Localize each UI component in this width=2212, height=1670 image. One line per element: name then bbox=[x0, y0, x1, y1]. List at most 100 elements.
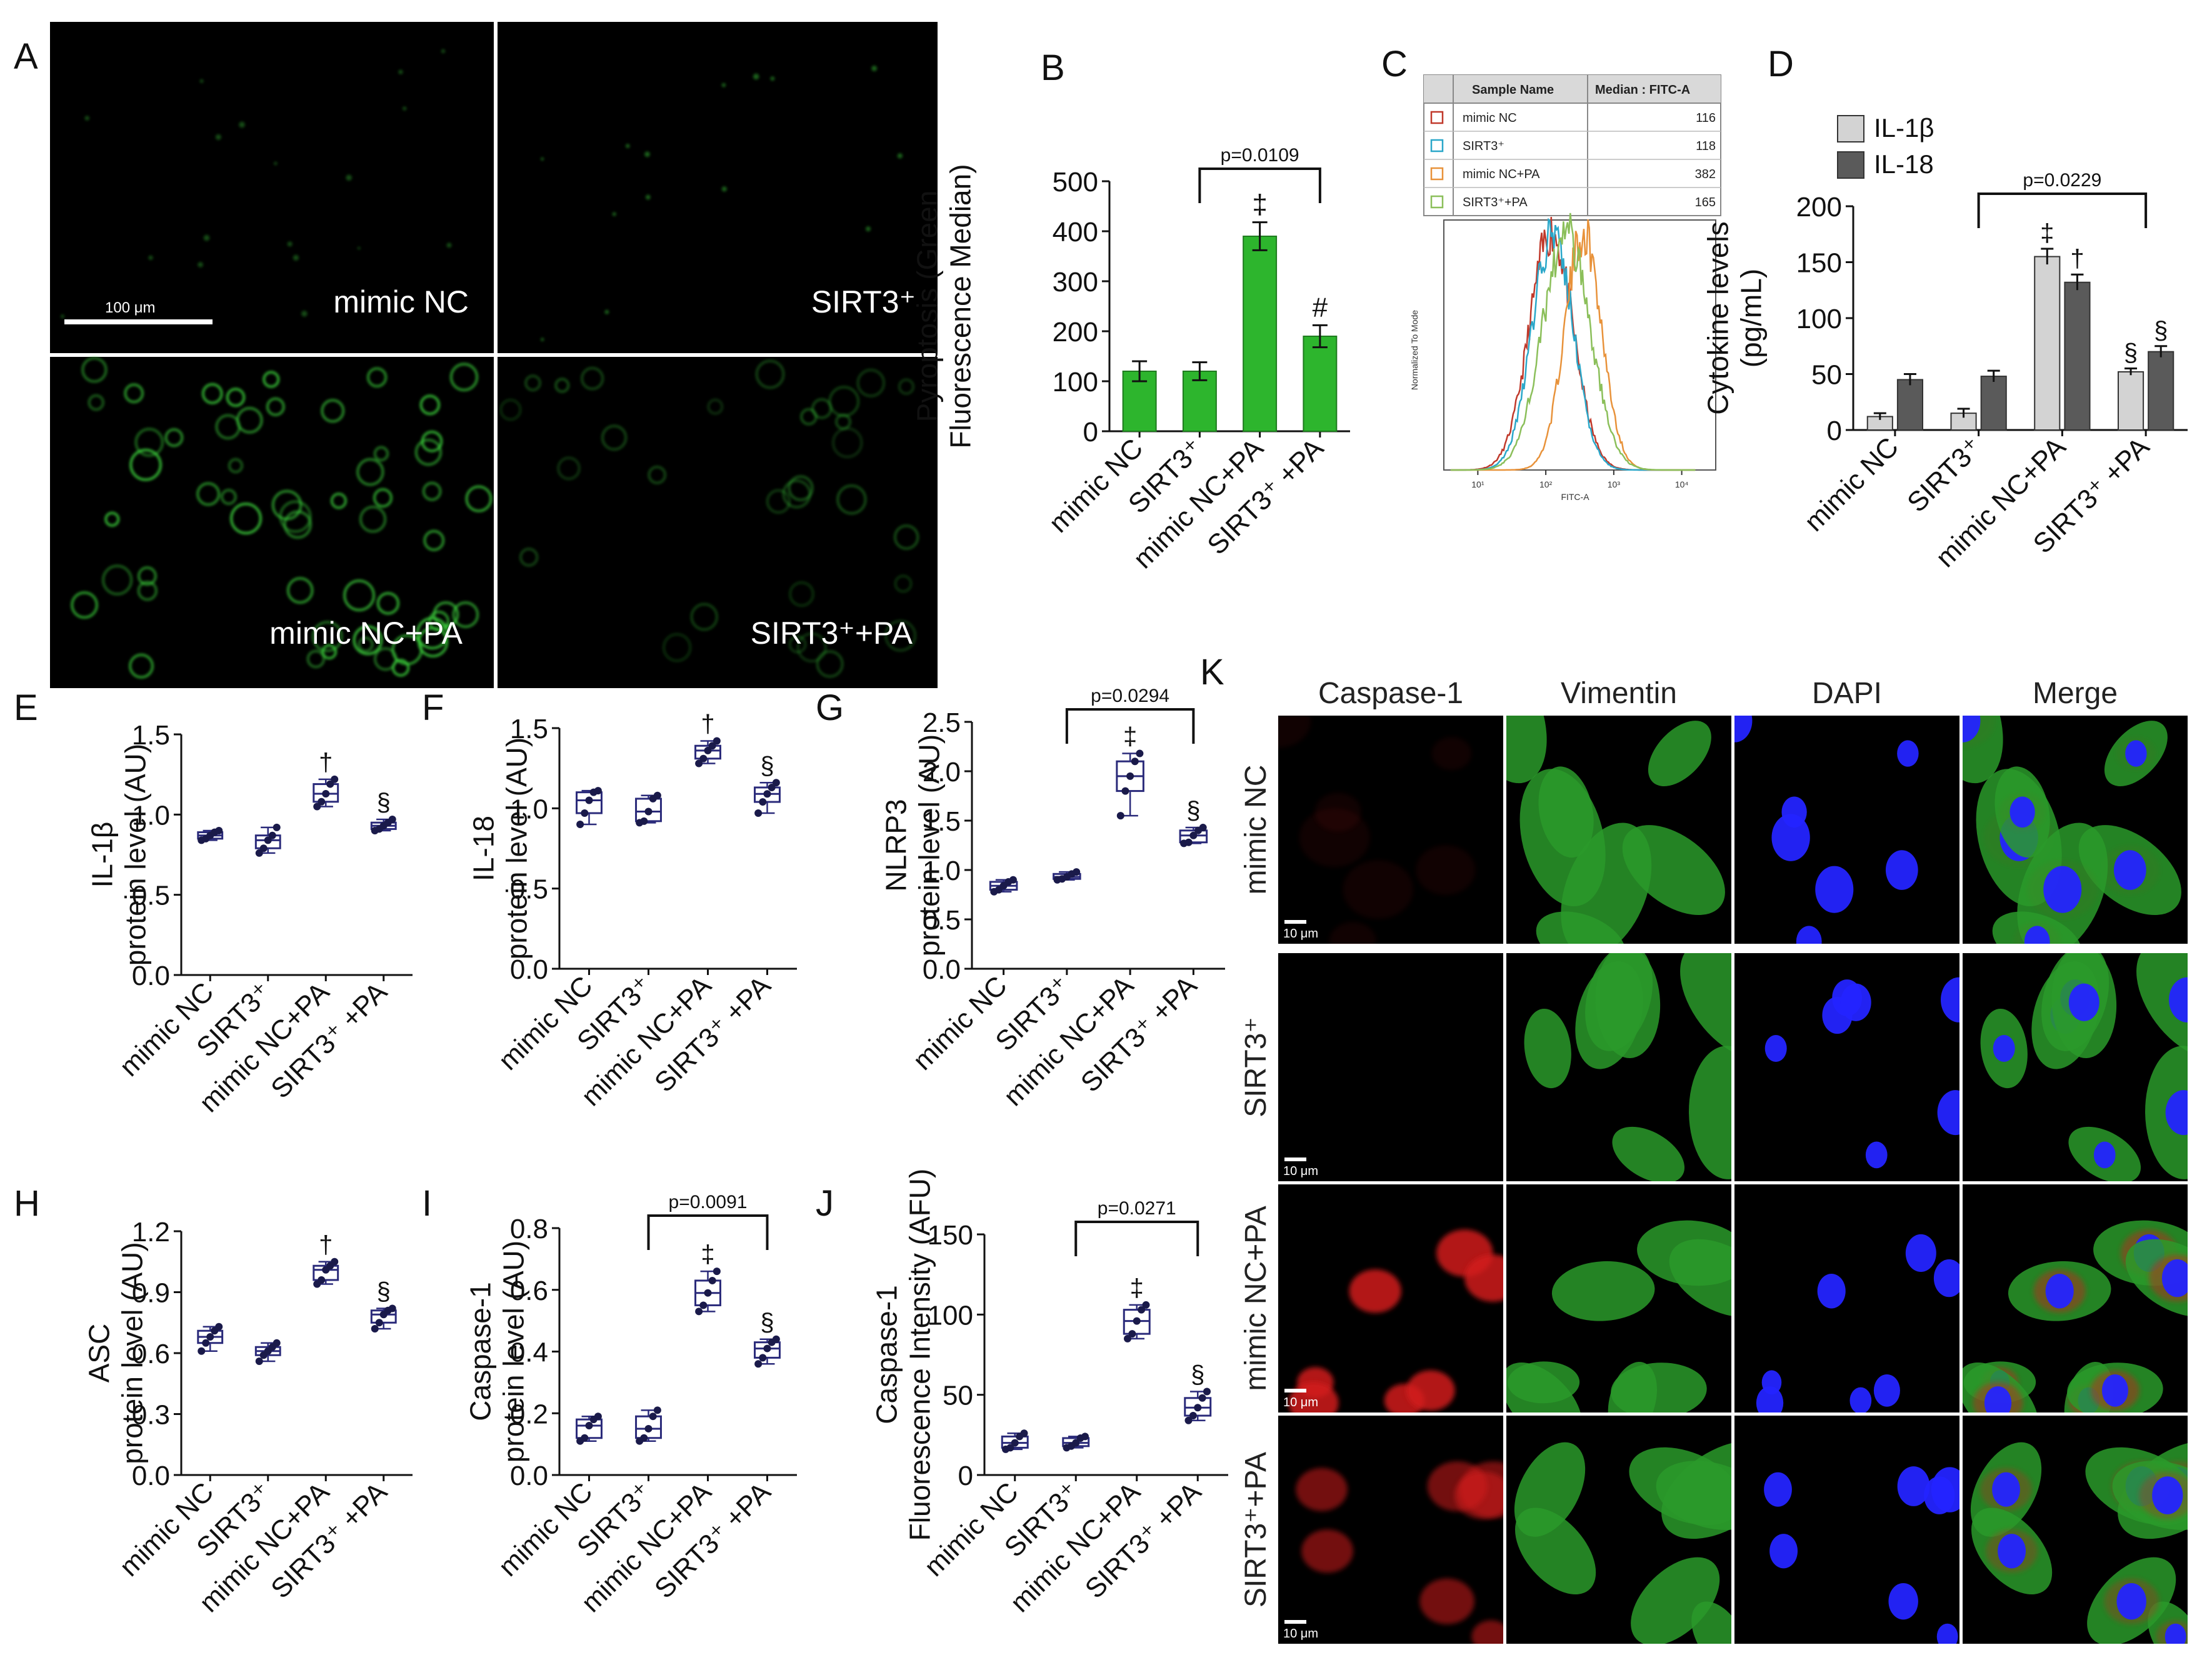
cell-mark bbox=[519, 548, 539, 567]
cell-mark bbox=[403, 106, 407, 111]
if-nucleus bbox=[1771, 814, 1810, 861]
flow-header-median: Median : FITC-A bbox=[1595, 83, 1690, 97]
data-point bbox=[708, 1276, 716, 1284]
if-nucleus bbox=[1992, 1472, 2020, 1507]
cell-mark bbox=[88, 394, 104, 411]
if-nucleus bbox=[1815, 866, 1854, 913]
data-point bbox=[1121, 787, 1129, 795]
p-value-label: p=0.0091 bbox=[669, 1192, 748, 1212]
data-point bbox=[255, 849, 263, 857]
cell-mark bbox=[129, 448, 162, 481]
cell-mark bbox=[266, 397, 285, 416]
if-row-label: SIRT3⁺ bbox=[1239, 1017, 1273, 1118]
data-point bbox=[1126, 772, 1134, 780]
legend-swatch bbox=[1837, 115, 1864, 142]
panel-label-h: H bbox=[14, 1183, 40, 1224]
data-point bbox=[699, 754, 708, 762]
micro-label-mimic-nc: mimic NC bbox=[333, 284, 469, 319]
y-axis-label: Caspase-1Fluorescence Intensity (AFU) bbox=[871, 1169, 936, 1541]
flow-legend-swatch bbox=[1430, 139, 1444, 152]
chart-e: E0.00.51.01.5IL-1βprotein level (AU)mimi… bbox=[14, 688, 413, 1118]
data-point bbox=[763, 790, 771, 798]
chart-d: D 0 50 100 150 200 Cytokine levels(pg/mL) mimic… bbox=[1702, 44, 2188, 573]
significance-bracket bbox=[1198, 168, 1321, 203]
if-caspase-signal bbox=[1431, 737, 1472, 771]
if-nucleus bbox=[2164, 1623, 2186, 1644]
if-cell-layer bbox=[1764, 1466, 1959, 1644]
if-nucleus bbox=[2125, 740, 2147, 767]
if-cell-body bbox=[1656, 1461, 1731, 1530]
data-point bbox=[375, 1319, 383, 1327]
if-caspase-signal bbox=[1349, 1269, 1401, 1313]
cell-mark bbox=[330, 492, 347, 509]
y-axis-label: Caspase-1protein level (AU) bbox=[464, 1241, 530, 1462]
y-tick-label: 1.0 bbox=[132, 800, 170, 831]
flow-row-name: SIRT3⁺ bbox=[1463, 139, 1504, 153]
cell-mark bbox=[626, 144, 630, 148]
y-tick-label: 1.5 bbox=[510, 714, 548, 744]
cell-mark bbox=[201, 383, 223, 404]
cell-mark bbox=[226, 388, 246, 408]
data-point bbox=[763, 1344, 771, 1352]
flow-histogram: Normalized To Mode FITC-A 10¹ 10² 10³ 10⁴ bbox=[1409, 212, 1716, 502]
data-point bbox=[576, 821, 584, 828]
significance-mark: § bbox=[1191, 1361, 1204, 1389]
if-nucleus bbox=[2161, 1259, 2188, 1298]
data-point bbox=[640, 1434, 648, 1442]
significance-mark: ‡ bbox=[2040, 219, 2054, 247]
cell-mark bbox=[721, 82, 726, 88]
if-nucleus bbox=[1781, 796, 1807, 828]
if-cell-layer bbox=[1506, 716, 1725, 944]
cell-mark bbox=[358, 636, 374, 652]
significance-mark: ‡ bbox=[1130, 1274, 1144, 1302]
cell-mark bbox=[287, 241, 293, 247]
significance-mark: § bbox=[760, 752, 774, 779]
data-point bbox=[713, 737, 721, 745]
cell-mark bbox=[321, 644, 338, 660]
if-caspase-signal bbox=[1419, 1578, 1474, 1624]
significance-mark: † bbox=[701, 711, 714, 738]
cell-mark bbox=[230, 502, 262, 535]
if-cell-body bbox=[1611, 1362, 1707, 1412]
if-cell-body bbox=[1595, 953, 1661, 1059]
cell-mark bbox=[601, 424, 628, 451]
if-cell-body bbox=[1689, 1046, 1731, 1179]
if-cell-body bbox=[1514, 1508, 1596, 1595]
cell-mark bbox=[898, 378, 915, 395]
data-point bbox=[273, 1339, 281, 1347]
significance-mark: § bbox=[2124, 339, 2138, 367]
cell-mark bbox=[800, 408, 818, 426]
data-point bbox=[759, 1354, 767, 1362]
cell-mark bbox=[239, 121, 245, 128]
data-point bbox=[759, 798, 767, 806]
data-point bbox=[202, 1339, 210, 1347]
cell-mark bbox=[71, 591, 98, 619]
cell-mark bbox=[376, 592, 400, 615]
y-tick-label: 1.5 bbox=[923, 806, 961, 837]
if-cell-body bbox=[1648, 721, 1711, 786]
if-cell-body bbox=[1680, 953, 1731, 1059]
if-nucleus bbox=[2101, 1374, 2128, 1407]
cell-mark bbox=[557, 456, 581, 481]
if-cell-layer bbox=[1756, 1234, 1959, 1412]
significance-mark: § bbox=[377, 789, 391, 816]
flow-xtick-label: 10⁴ bbox=[1675, 479, 1689, 489]
y-tick-label: 1.2 bbox=[132, 1217, 170, 1248]
y-tick-label: 400 bbox=[1053, 217, 1098, 248]
data-point bbox=[215, 1322, 223, 1331]
if-nucleus bbox=[1888, 1582, 1918, 1620]
if-cell-body bbox=[1538, 766, 1594, 858]
cell-mark bbox=[373, 446, 389, 462]
data-point bbox=[318, 1276, 326, 1284]
cell-mark bbox=[343, 579, 375, 612]
y-tick-label: 200 bbox=[1796, 192, 1842, 222]
x-tick-label: mimic NC bbox=[1043, 432, 1149, 538]
if-cell-layer bbox=[1764, 977, 1959, 1169]
data-point bbox=[695, 1308, 703, 1316]
if-nucleus bbox=[1885, 850, 1918, 890]
if-nucleus bbox=[2113, 850, 2146, 890]
p-value-label: p=0.0294 bbox=[1091, 686, 1169, 706]
bar bbox=[1243, 236, 1278, 432]
flow-row-name: SIRT3⁺+PA bbox=[1463, 196, 1528, 209]
data-point bbox=[1133, 1317, 1141, 1325]
